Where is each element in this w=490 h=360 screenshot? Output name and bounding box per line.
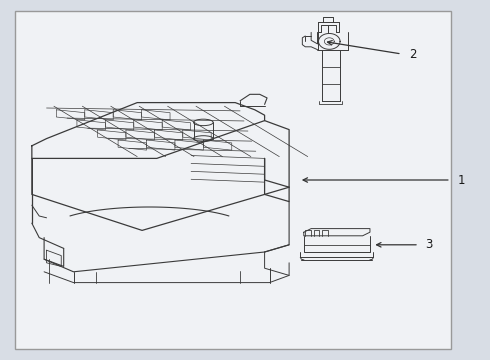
FancyBboxPatch shape: [15, 11, 451, 349]
Text: 1: 1: [458, 174, 466, 186]
Text: 2: 2: [409, 48, 416, 60]
Text: 3: 3: [425, 238, 433, 251]
